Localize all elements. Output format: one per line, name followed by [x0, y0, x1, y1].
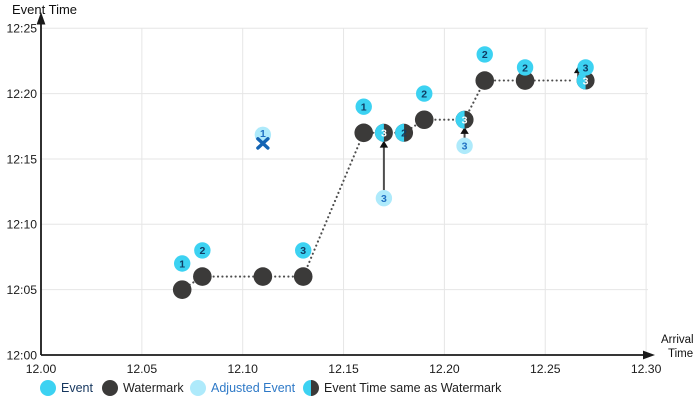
- legend-swatch-half-icon: [303, 380, 319, 396]
- x-tick-label: 12.05: [127, 362, 158, 376]
- event-number: 1: [179, 258, 185, 270]
- event-marker: [476, 46, 493, 63]
- event-same-watermark-number: 3: [583, 75, 589, 87]
- event-number: 2: [421, 88, 427, 100]
- y-tick-label: 12:05: [7, 283, 38, 297]
- event-same-watermark-half: [455, 110, 465, 129]
- x-axis-title-line1: Arrival: [661, 334, 694, 346]
- event-same-watermark-number: 3: [381, 128, 387, 140]
- event-same-watermark-number: 3: [462, 115, 468, 127]
- adjusted-event-marker: [456, 137, 473, 155]
- event-marker: [173, 255, 191, 272]
- x-tick-label: 12.20: [429, 362, 460, 376]
- watermark-dotted-line: [181, 79, 575, 291]
- dropped-event-number: 1: [260, 128, 266, 140]
- event-marker: [194, 242, 211, 259]
- event-number: 2: [482, 49, 488, 61]
- legend-item-event: Event: [40, 378, 93, 398]
- adjusted-event-number: 3: [462, 141, 468, 153]
- event-marker: [577, 59, 594, 76]
- y-tick-label: 12:20: [7, 87, 38, 101]
- legend-label: Adjusted Event: [211, 381, 296, 395]
- x-tick-label: 12.10: [227, 362, 258, 376]
- x-tick-label: 12.15: [328, 362, 359, 376]
- event-marker: [355, 98, 372, 115]
- y-tick-label: 12:00: [7, 348, 38, 362]
- adjustment-arrows: [379, 66, 583, 193]
- y-axis-title: Event Time: [12, 2, 77, 17]
- x-axis-arrowhead: [643, 350, 655, 360]
- legend-swatch-adjusted-icon: [190, 380, 206, 396]
- watermark-marker: [515, 71, 535, 90]
- adjustment-arrow-head: [379, 140, 389, 148]
- adjusted-event-number: 3: [381, 193, 387, 205]
- adjusted-event-marker: [375, 189, 393, 207]
- axes: 12.00 12.05 12.10 12.15 12.20 12.25 12.30 12:00…: [7, 12, 662, 376]
- event-number: 2: [522, 62, 528, 74]
- watermark-marker: [193, 267, 212, 286]
- event-number: 1: [361, 101, 367, 113]
- y-tick-label: 12:25: [7, 22, 38, 36]
- watermark-marker: [293, 267, 313, 286]
- legend-label: Watermark: [123, 381, 184, 395]
- watermark-marker: [172, 280, 192, 299]
- watermark-dotted-path: [181, 79, 575, 291]
- y-tick-label: 12:10: [7, 218, 38, 232]
- y-axis-arrowhead: [36, 12, 46, 25]
- x-tick-label: 12.30: [631, 362, 662, 376]
- dropped-x-icon: [256, 137, 270, 150]
- event-marker: [516, 59, 534, 76]
- x-tick-label: 12.00: [26, 362, 57, 376]
- legend-item-half: Event Time same as Watermark: [303, 378, 501, 398]
- y-tick-label: 12:15: [7, 152, 38, 166]
- event-number: 2: [199, 245, 205, 257]
- legend-item-adjusted: Adjusted Event: [190, 378, 295, 398]
- adjustment-arrow-head: [460, 126, 469, 134]
- gridlines: [41, 27, 648, 355]
- legend-swatch-event-icon: [40, 380, 56, 396]
- event-same-watermark-half: [374, 123, 384, 142]
- event-same-watermark-number: 2: [401, 128, 407, 140]
- legend-label: Event Time same as Watermark: [324, 381, 502, 395]
- event-marker: [295, 242, 312, 259]
- legend-swatch-watermark-icon: [102, 380, 118, 396]
- event-marker: [416, 85, 433, 102]
- watermark-marker: [253, 267, 273, 286]
- event-number: 3: [300, 245, 306, 257]
- watermark-marker: [475, 71, 495, 90]
- event-same-watermark-half: [395, 123, 405, 142]
- x-axis-title-line2: Time: [668, 348, 693, 360]
- event-number: 3: [583, 62, 589, 74]
- watermark-marker: [414, 110, 434, 130]
- legend-item-watermark: Watermark: [102, 378, 184, 398]
- legend: Event Watermark Adjusted Event Event Time s…: [0, 378, 696, 400]
- watermark-marker: [354, 123, 374, 143]
- legend-label: Event: [61, 381, 93, 395]
- x-tick-label: 12.25: [530, 362, 561, 376]
- event-same-watermark-half: [576, 71, 586, 90]
